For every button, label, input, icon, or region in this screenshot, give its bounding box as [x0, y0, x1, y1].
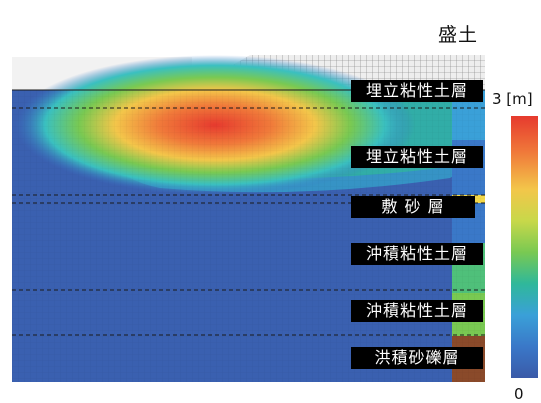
layer-label-sand-mat: 敷 砂 層: [351, 196, 475, 218]
colorbar: [511, 116, 538, 378]
layer-label-diluvial-gravel: 洪積砂礫層: [351, 347, 483, 369]
layer-label-alluvial-clay-2: 沖積粘性土層: [351, 300, 483, 322]
layer-label-reclaimed-clay-2: 埋立粘性土層: [351, 146, 483, 168]
layer-label-alluvial-clay-1: 沖積粘性土層: [351, 243, 483, 265]
fill-label: 盛土: [438, 24, 479, 46]
colorbar-max-label: 3 [m]: [492, 90, 533, 108]
colorbar-min-label: 0: [514, 385, 524, 403]
layer-label-reclaimed-clay-1: 埋立粘性土層: [351, 80, 483, 102]
